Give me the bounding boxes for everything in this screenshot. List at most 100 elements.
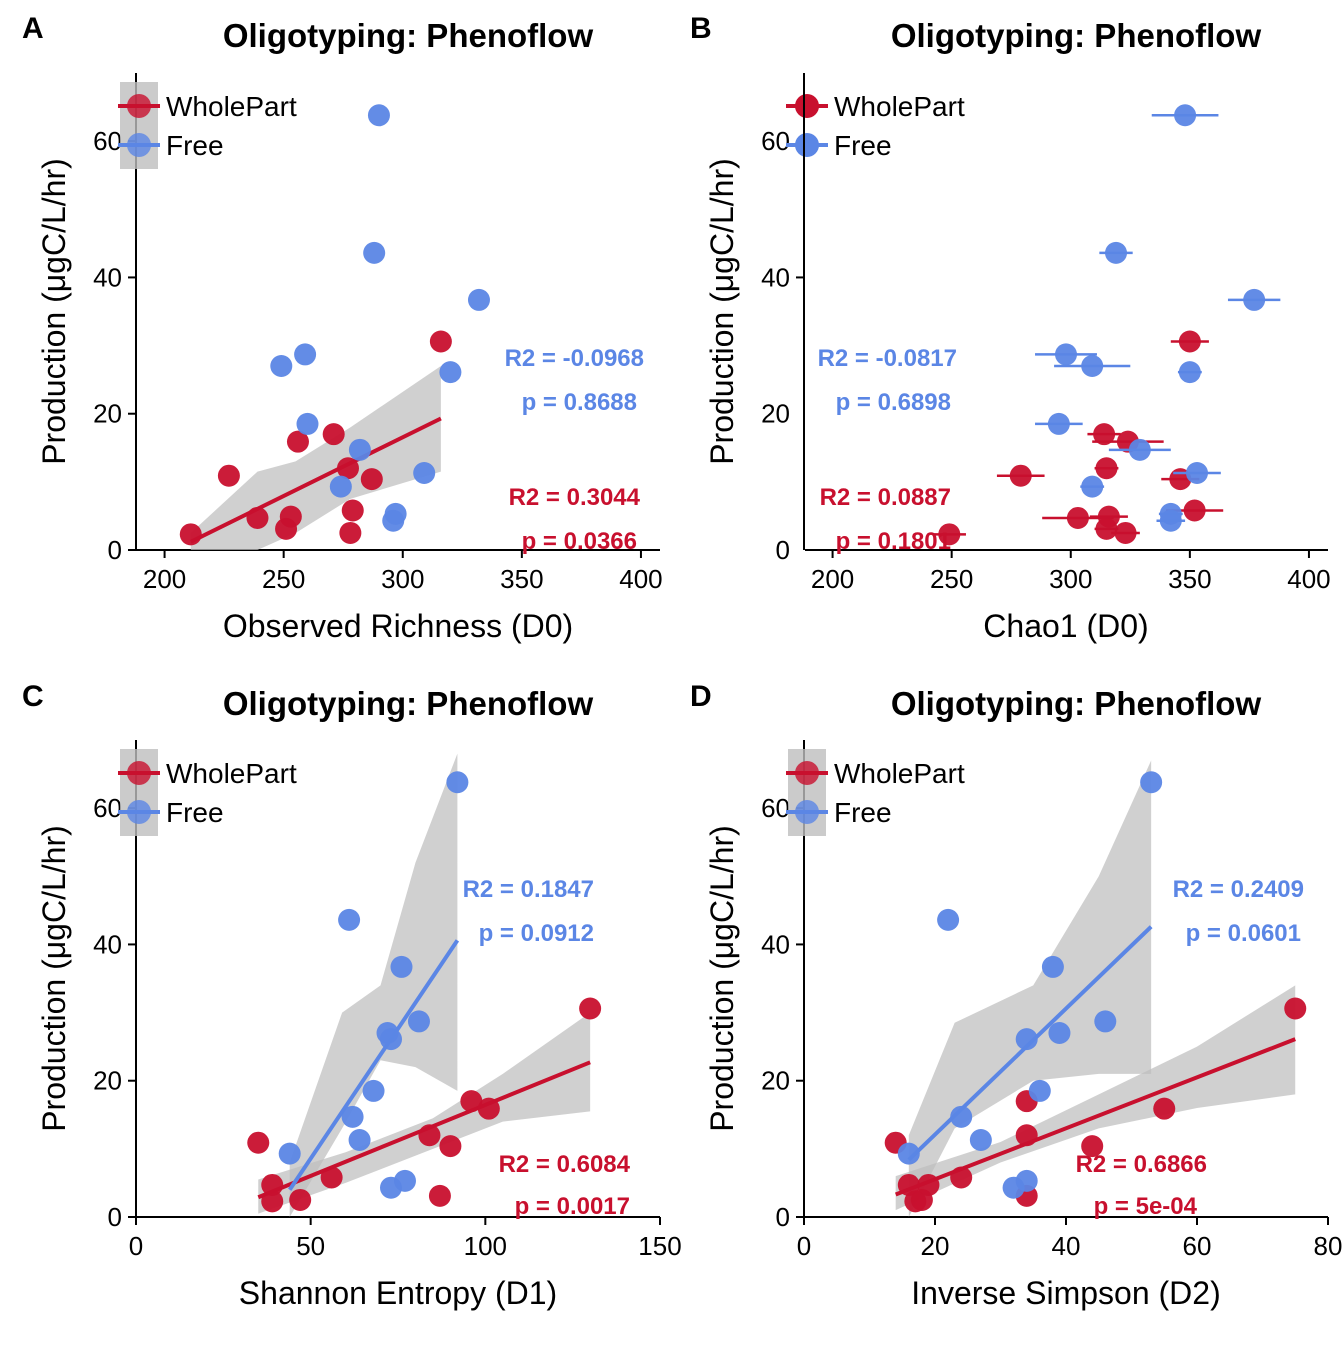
data-point-wholepart [429, 330, 452, 353]
x-axis-label: Shannon Entropy (D1) [239, 1275, 557, 1311]
data-point-free [1174, 104, 1197, 127]
y-tick-label: 0 [776, 1202, 790, 1232]
data-point-free [348, 1128, 371, 1151]
data-point-wholepart [460, 1090, 483, 1113]
stat-r2-free: R2 = 0.2409 [1173, 876, 1304, 903]
data-point-wholepart [1178, 330, 1201, 353]
x-tick-label: 100 [464, 1231, 507, 1261]
plot-area [884, 760, 1307, 1217]
x-tick-label: 400 [1287, 564, 1330, 594]
data-point-wholepart [279, 505, 302, 528]
data-point-wholepart [246, 506, 269, 529]
data-point-wholepart [360, 468, 383, 491]
plot-area [247, 753, 602, 1217]
data-point-free [1028, 1079, 1051, 1102]
data-point-free [446, 771, 469, 794]
y-tick-label: 60 [761, 793, 790, 823]
legend-key-point [127, 800, 151, 824]
legend-key-point [795, 133, 819, 157]
data-point-free [363, 241, 386, 264]
data-point-wholepart [428, 1184, 451, 1207]
data-point-free [1081, 475, 1104, 498]
data-point-free [367, 104, 390, 127]
legend-key-point [795, 761, 819, 785]
data-point-free [1105, 241, 1128, 264]
y-axis-label: Production (μgC/L/hr) [36, 825, 72, 1132]
data-point-wholepart [1097, 505, 1120, 528]
stat-p-wholepart: p = 0.0017 [515, 1193, 630, 1220]
data-point-free [1178, 361, 1201, 384]
data-point-wholepart [1284, 997, 1307, 1020]
stat-p-free: p = 0.0912 [479, 920, 594, 947]
data-point-free [329, 475, 352, 498]
data-point-wholepart [938, 523, 961, 546]
stat-p-wholepart: p = 5e-04 [1094, 1193, 1198, 1220]
stat-p-free: p = 0.0601 [1186, 920, 1301, 947]
y-tick-label: 40 [93, 929, 122, 959]
data-point-free [1186, 461, 1208, 484]
y-tick-label: 60 [93, 126, 122, 156]
y-axis-label: Production (μgC/L/hr) [36, 158, 72, 465]
y-tick-label: 20 [93, 1066, 122, 1096]
data-point-wholepart [1153, 1097, 1176, 1120]
x-tick-label: 50 [296, 1231, 325, 1261]
y-tick-label: 60 [93, 793, 122, 823]
data-point-free [1041, 955, 1064, 978]
data-point-free [380, 1028, 403, 1051]
y-tick-label: 40 [761, 262, 790, 292]
legend-label-wholepart: WholePart [834, 758, 965, 789]
data-point-free [1128, 438, 1151, 461]
y-axis-label: Production (μgC/L/hr) [704, 825, 740, 1132]
data-point-free [407, 1010, 430, 1033]
y-tick-label: 40 [761, 929, 790, 959]
data-point-wholepart [579, 997, 602, 1020]
data-point-free [897, 1142, 920, 1165]
x-tick-label: 60 [1183, 1231, 1212, 1261]
panel-letter: B [690, 12, 712, 45]
data-point-free [1094, 1010, 1117, 1033]
legend-label-free: Free [166, 130, 224, 161]
legend-label-free: Free [834, 797, 892, 828]
data-point-wholepart [917, 1173, 940, 1196]
x-tick-label: 350 [1168, 564, 1211, 594]
data-point-wholepart [1093, 423, 1116, 446]
data-point-wholepart [261, 1173, 284, 1196]
panel-c: C Oligotyping: Phenoflow 0 50 100 150 0 20 40 60 S… [22, 680, 682, 1311]
stat-r2-wholepart: R2 = 0.3044 [509, 484, 641, 511]
legend-label-free: Free [834, 130, 892, 161]
data-point-free [1015, 1169, 1038, 1192]
data-point-free [384, 502, 407, 525]
data-point-wholepart [286, 430, 309, 453]
legend-key-point [127, 761, 151, 785]
stat-r2-wholepart: R2 = 0.6084 [499, 1151, 631, 1178]
y-tick-label: 60 [761, 126, 790, 156]
panel-d: D Oligotyping: Phenoflow 0 20 40 60 80 0 20 40 60 I… [690, 680, 1342, 1311]
data-point-free [348, 438, 371, 461]
x-tick-label: 150 [638, 1231, 681, 1261]
x-tick-label: 40 [1052, 1231, 1081, 1261]
data-point-free [1140, 771, 1163, 794]
chart-title: Oligotyping: Phenoflow [223, 685, 594, 722]
data-point-free [413, 461, 436, 484]
y-tick-label: 0 [776, 535, 790, 565]
data-point-wholepart [339, 521, 362, 544]
stat-r2-wholepart: R2 = 0.6866 [1076, 1151, 1207, 1178]
plot-area [179, 104, 490, 550]
data-point-wholepart [477, 1097, 500, 1120]
data-point-free [937, 908, 960, 931]
x-axis-label: Inverse Simpson (D2) [911, 1275, 1220, 1311]
chart-title: Oligotyping: Phenoflow [891, 17, 1262, 54]
data-point-free [270, 355, 293, 378]
data-point-wholepart [1081, 1135, 1104, 1158]
x-tick-label: 200 [143, 564, 186, 594]
x-tick-label: 350 [500, 564, 543, 594]
regression-line-wholepart [189, 416, 442, 544]
data-point-free [1159, 509, 1182, 532]
data-point-free [467, 288, 490, 311]
data-point-free [1055, 343, 1077, 366]
x-tick-label: 300 [1049, 564, 1092, 594]
stat-p-free: p = 0.8688 [522, 389, 637, 416]
stat-r2-free: R2 = 0.1847 [463, 876, 594, 903]
